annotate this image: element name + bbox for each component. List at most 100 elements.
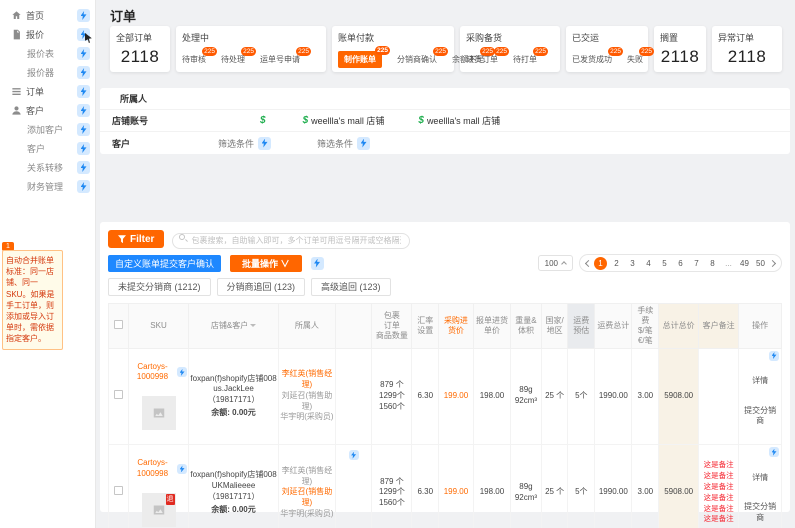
card-abnormal[interactable]: 异常订单 2118 bbox=[712, 26, 782, 72]
sku-link[interactable]: Cartoys-1000998 bbox=[136, 361, 169, 382]
stat-insufficient-balance[interactable]: 余额不足 225 bbox=[452, 47, 495, 64]
shop-customer-cell: foxpan(f)shopify店铺008 us.JackLee（1981717… bbox=[188, 347, 280, 446]
page-number[interactable]: 6 bbox=[678, 258, 683, 268]
lightning-icon[interactable] bbox=[310, 256, 324, 270]
stat-pending-process[interactable]: 待处理 225 bbox=[221, 47, 256, 64]
sidebar-item-quotes[interactable]: 报价 bbox=[0, 25, 95, 44]
page-number[interactable]: 50 bbox=[756, 258, 765, 268]
rate-cell: 6.30 bbox=[411, 444, 440, 528]
page-number[interactable]: 4 bbox=[646, 258, 651, 268]
sidebar-item-quote-tool[interactable]: 报价器 bbox=[0, 63, 95, 82]
purchase-price-cell: 199.00 bbox=[438, 444, 474, 528]
lightning-icon[interactable] bbox=[77, 180, 90, 193]
lightning-icon[interactable] bbox=[77, 47, 90, 60]
sidebar-item-add-customer[interactable]: 添加客户 bbox=[0, 120, 95, 139]
stat-tracking-apply[interactable]: 运单号申请 225 bbox=[260, 47, 311, 64]
count-badge: 225 bbox=[375, 46, 390, 55]
card-onhold[interactable]: 搁置 2118 bbox=[654, 26, 706, 72]
custom-bill-button[interactable]: 自定义账单提交客户确认 bbox=[108, 254, 222, 272]
tab-advanced-recall[interactable]: 高级追回 (123) bbox=[311, 277, 391, 296]
lightning-icon[interactable] bbox=[769, 350, 779, 361]
owner-cell: 李红英(销售经理) 刘延召(销售助理) 华宇明(采购员) bbox=[278, 444, 336, 528]
row-checkbox[interactable] bbox=[114, 486, 123, 496]
lightning-icon[interactable] bbox=[77, 9, 90, 22]
shop-account-chip[interactable]: $ weellla's mall 店铺 bbox=[418, 115, 501, 126]
shop-account-chip[interactable]: $ bbox=[260, 115, 269, 126]
col-freight-total: 运费总计 bbox=[594, 302, 633, 349]
lightning-icon[interactable] bbox=[77, 161, 90, 174]
sidebar-item-finance[interactable]: 财务管理 bbox=[0, 177, 95, 196]
lightning-icon[interactable] bbox=[177, 463, 188, 474]
page-size-select[interactable]: 100 bbox=[537, 255, 573, 271]
sidebar-item-orders[interactable]: 订单 bbox=[0, 82, 95, 101]
tab-unsubmitted-distributor[interactable]: 未提交分销商 (1212) bbox=[108, 277, 211, 296]
stat-ship-success[interactable]: 已发货成功 225 bbox=[572, 47, 623, 64]
product-thumbnail[interactable] bbox=[141, 395, 176, 430]
stat-pending-review[interactable]: 待审核 225 bbox=[182, 47, 217, 64]
sidebar-item-relation-transfer[interactable]: 关系转移 bbox=[0, 158, 95, 177]
customer-remark[interactable]: 这是备注这是备注这是备注这是备注这是备注这是备注 bbox=[703, 460, 734, 524]
sidebar-item-label: 报价表 bbox=[27, 49, 55, 59]
detail-link[interactable]: 详情 bbox=[752, 376, 769, 386]
page-number[interactable]: 3 bbox=[630, 258, 635, 268]
freight-total-cell: 1990.00 bbox=[594, 347, 633, 446]
page-number[interactable]: 5 bbox=[662, 258, 667, 268]
sidebar-item-quote-table[interactable]: 报价表 bbox=[0, 44, 95, 63]
shopify-icon: $ bbox=[302, 115, 309, 126]
shopify-icon: $ bbox=[260, 115, 266, 126]
filter-button[interactable]: Filter bbox=[108, 230, 165, 249]
page-number[interactable]: 8 bbox=[710, 258, 715, 268]
sku-link[interactable]: Cartoys-1000998 bbox=[136, 458, 169, 478]
page-number[interactable]: 2 bbox=[614, 258, 619, 268]
search-input[interactable] bbox=[172, 232, 411, 249]
page-number[interactable]: 7 bbox=[694, 258, 699, 268]
stat-distributor-confirm[interactable]: 分销商确认 225 bbox=[397, 47, 448, 64]
page-number[interactable]: 49 bbox=[740, 258, 749, 268]
submit-distributor-link[interactable]: 提交分销商 bbox=[744, 502, 777, 523]
lightning-icon[interactable] bbox=[77, 104, 90, 117]
lightning-icon[interactable] bbox=[77, 142, 90, 155]
filter-condition[interactable]: 筛选条件 bbox=[218, 136, 272, 150]
col-shop-customer[interactable]: 店铺&客户 bbox=[188, 302, 280, 349]
next-page-icon[interactable] bbox=[768, 259, 777, 267]
submit-distributor-link[interactable]: 提交分销商 bbox=[744, 405, 777, 426]
col-purchase-price[interactable]: 采购进货价 bbox=[438, 302, 474, 349]
count-badge: 225 bbox=[241, 47, 256, 56]
lightning-icon[interactable] bbox=[769, 447, 779, 458]
lightning-icon[interactable] bbox=[177, 367, 188, 378]
count-badge: 225 bbox=[639, 47, 654, 56]
sidebar-item-customers[interactable]: 客户 bbox=[0, 101, 95, 120]
note-tag: 1 bbox=[2, 242, 14, 251]
lightning-icon[interactable] bbox=[77, 66, 90, 79]
card-all-orders[interactable]: 全部订单 2118 bbox=[110, 26, 170, 72]
filter-label: 所属人 bbox=[120, 94, 148, 104]
product-thumbnail[interactable]: 退 bbox=[141, 492, 176, 527]
row-checkbox[interactable] bbox=[114, 389, 123, 399]
lightning-icon[interactable] bbox=[348, 450, 359, 461]
shop-account-chip[interactable]: $ weellla's mall 店铺 bbox=[302, 115, 385, 126]
sidebar-item-customer-list[interactable]: 客户 bbox=[0, 139, 95, 158]
remark-cell bbox=[698, 347, 740, 446]
lightning-icon[interactable] bbox=[258, 136, 272, 150]
filter-panel: 所属人 店铺账号 $ $ weellla's mall 店铺 $ weellla… bbox=[100, 88, 790, 154]
sidebar-item-home[interactable]: 首页 bbox=[0, 6, 95, 25]
stat-stockout-orders[interactable]: 缺货订单 225 bbox=[466, 47, 509, 64]
lightning-icon[interactable] bbox=[357, 136, 371, 150]
select-all-checkbox[interactable] bbox=[114, 319, 123, 329]
lightning-icon[interactable] bbox=[77, 123, 90, 136]
tab-distributor-recall[interactable]: 分销商追回 (123) bbox=[216, 277, 306, 296]
lightning-icon[interactable] bbox=[77, 85, 90, 98]
sidebar-item-label: 订单 bbox=[26, 87, 45, 97]
card-title: 账单付款 bbox=[338, 33, 375, 43]
blank-cell bbox=[334, 347, 373, 446]
page-number[interactable]: 1 bbox=[594, 256, 607, 270]
stat-to-print[interactable]: 待打单 225 bbox=[513, 47, 548, 64]
filter-condition[interactable]: 筛选条件 bbox=[317, 136, 371, 150]
card-value: 2118 bbox=[727, 47, 767, 66]
stat-ship-failed[interactable]: 失败 225 bbox=[627, 47, 654, 64]
stat-make-bill[interactable]: 制作账单 225 bbox=[338, 46, 390, 68]
prev-page-icon[interactable] bbox=[584, 259, 593, 267]
return-badge: 退 bbox=[165, 493, 175, 505]
batch-actions-button[interactable]: 批量操作 ∨ bbox=[230, 254, 302, 272]
detail-link[interactable]: 详情 bbox=[752, 472, 769, 482]
